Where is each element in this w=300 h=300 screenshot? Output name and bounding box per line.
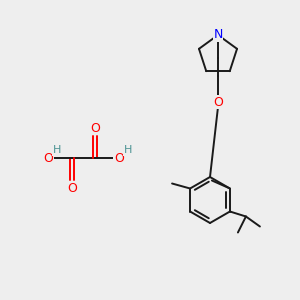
Text: H: H xyxy=(124,145,132,155)
Text: O: O xyxy=(67,182,77,194)
Text: H: H xyxy=(53,145,61,155)
Text: O: O xyxy=(90,122,100,134)
Text: N: N xyxy=(213,28,223,41)
Text: O: O xyxy=(213,95,223,109)
Text: O: O xyxy=(43,152,53,164)
Text: O: O xyxy=(114,152,124,164)
